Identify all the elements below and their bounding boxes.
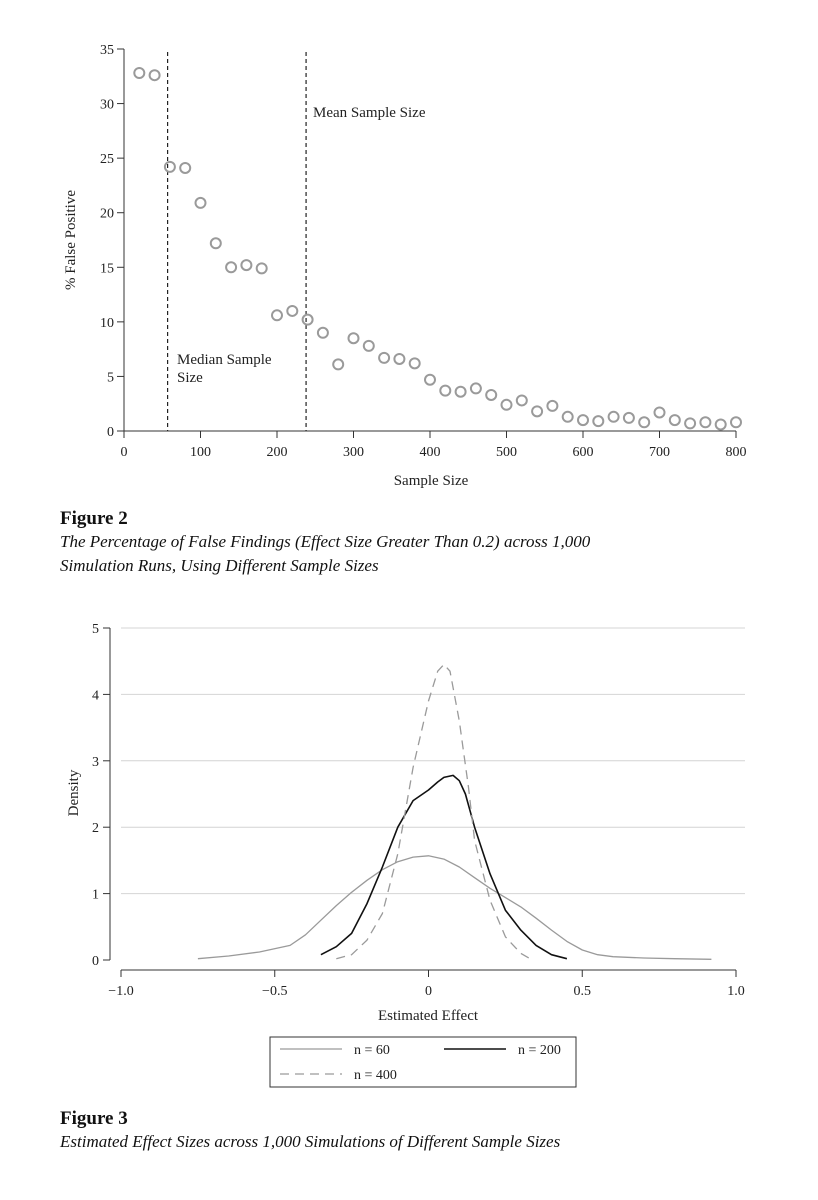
data-point [653,406,666,419]
chart1-x-tick-label: 0 [121,445,128,460]
chart1-y-axis-label: % False Positive [63,190,79,290]
series-line-n60 [197,855,712,960]
legend-box [269,1036,577,1088]
chart1-x-tick-label: 300 [343,445,364,460]
chart1-axes: 0 5 10 15 20 25 30 35 0 100 200 300 400 500 600 700 800 [100,43,747,460]
data-point [577,414,589,427]
data-point [408,357,421,370]
data-point [546,399,559,412]
chart1-y-tick-label: 5 [107,370,114,385]
median-sample-label-line1: Median Sample [177,352,272,368]
legend: n = 60 n = 200 n = 400 [269,1036,577,1088]
data-point [316,326,329,339]
data-point [714,418,727,431]
data-point [255,262,268,275]
data-point [699,416,712,429]
chart2-y-tick-label: 4 [92,688,99,703]
chart1-points [133,67,742,431]
data-point [638,416,651,429]
data-point [500,398,513,411]
data-point [607,410,620,423]
chart1-y-tick-label: 10 [100,316,114,331]
data-point [454,385,467,398]
data-point [439,384,452,397]
data-point [301,313,314,326]
effect-density-chart: 0 1 2 3 4 5 −1.0 −0.5 0 0.5 1.0 Estimated Effect D… [66,622,745,1088]
data-point [271,309,283,322]
figure2-caption-line1: The Percentage of False Findings (Effect… [60,532,591,551]
chart2-gridlines [121,627,745,895]
chart1-x-tick-label: 700 [649,445,670,460]
chart2-x-tick-label: −1.0 [108,984,133,999]
data-point [332,358,345,371]
figure3-caption: Figure 3 Estimated Effect Sizes across 1… [60,1108,560,1154]
chart1-y-tick-label: 30 [100,98,114,113]
chart1-x-tick-label: 200 [267,445,288,460]
chart2-x-axis-label: Estimated Effect [378,1008,479,1024]
chart1-x-tick-label: 400 [420,445,441,460]
chart2-x-tick-label: 0.5 [574,984,592,999]
data-point [133,67,146,80]
data-point [424,373,436,386]
chart2-x-tick-label: 0 [425,984,432,999]
chart2-series-lines [197,663,712,960]
chart1-x-tick-label: 500 [496,445,517,460]
data-point [485,388,498,401]
data-point [469,382,482,395]
data-point [622,411,635,424]
data-point [531,405,544,418]
chart1-y-tick-label: 20 [100,207,114,222]
chart2-x-tick-label: −0.5 [262,984,287,999]
chart1-y-tick-label: 25 [100,152,114,167]
data-point [515,394,528,407]
chart2-y-tick-label: 0 [92,954,99,969]
figure2-caption: Figure 2 The Percentage of False Finding… [60,508,590,578]
data-point [378,351,391,364]
data-point [209,237,222,250]
chart1-y-tick-label: 0 [107,425,114,440]
figure3-label: Figure 3 [60,1108,128,1129]
chart1-y-tick-label: 15 [100,261,114,276]
chart2-y-axis-label: Density [66,769,82,816]
chart2-y-tick-label: 1 [92,888,99,903]
chart1-y-tick-label: 35 [100,43,114,58]
data-point [163,160,176,173]
data-point [286,304,299,317]
chart1-x-tick-label: 800 [726,445,747,460]
legend-label-n200: n = 200 [518,1043,561,1058]
data-point [194,196,207,209]
data-point [668,414,681,427]
data-point [393,352,406,365]
figure2-caption-line2: Simulation Runs, Using Different Sample … [60,556,379,575]
legend-label-n60: n = 60 [354,1043,390,1058]
chart1-reference-lines [167,52,307,431]
figure3-caption-text: Estimated Effect Sizes across 1,000 Simu… [60,1132,561,1151]
figure2-label: Figure 2 [60,508,128,529]
data-point [179,161,192,174]
mean-sample-label: Mean Sample Size [313,105,426,121]
data-point [148,69,161,82]
median-sample-label-line2: Size [177,370,203,386]
chart1-x-tick-label: 600 [573,445,594,460]
series-line-n400 [336,663,531,960]
chart2-y-tick-label: 5 [92,622,99,637]
data-point [730,416,742,429]
data-point [240,259,253,272]
data-point [684,417,697,430]
legend-label-n400: n = 400 [354,1068,397,1083]
chart2-y-tick-label: 2 [92,821,99,836]
data-point [362,339,375,352]
data-point [225,261,238,274]
chart2-y-tick-label: 3 [92,755,99,770]
chart2-x-tick-label: 1.0 [727,984,745,999]
data-point [347,332,360,345]
chart2-axes: 0 1 2 3 4 5 −1.0 −0.5 0 0.5 1.0 [92,622,745,999]
data-point [561,410,574,423]
chart1-x-tick-label: 100 [190,445,211,460]
chart1-x-axis-label: Sample Size [394,473,469,489]
data-point [592,415,605,428]
series-line-n200 [320,774,568,960]
